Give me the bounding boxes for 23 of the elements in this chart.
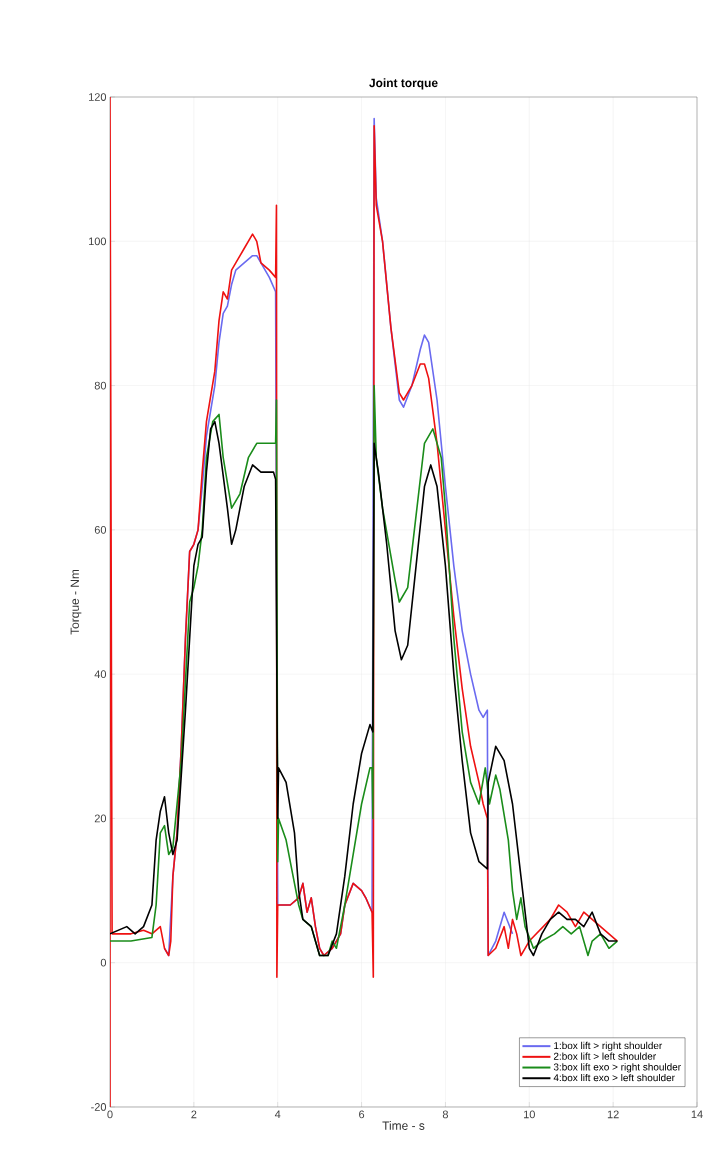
x-tick-label: 8 bbox=[442, 1110, 448, 1119]
y-axis-title: Torque - Nm bbox=[70, 569, 82, 635]
y-tick-label: -20 bbox=[91, 1103, 107, 1111]
y-tick-label: 80 bbox=[94, 381, 107, 390]
x-tick-label: 4 bbox=[274, 1110, 281, 1119]
y-tick-label: 20 bbox=[94, 814, 107, 823]
y-tick-label: 120 bbox=[89, 93, 107, 101]
y-tick-label: 60 bbox=[94, 525, 107, 534]
chart-title: Joint torque bbox=[369, 78, 438, 90]
x-tick-label: 0 bbox=[107, 1110, 113, 1119]
x-tick-label: 12 bbox=[607, 1110, 619, 1119]
legend-label: 3:box lift exo > right shoulder bbox=[553, 1063, 681, 1073]
x-axis-title: Time - s bbox=[382, 1121, 425, 1130]
x-tick-label: 6 bbox=[359, 1110, 365, 1119]
legend-label: 4:box lift exo > left shoulder bbox=[553, 1073, 675, 1082]
x-tick-label: 2 bbox=[191, 1110, 197, 1119]
x-tick-label: 14 bbox=[691, 1110, 703, 1119]
y-tick-label: 100 bbox=[89, 237, 107, 246]
y-tick-label: 40 bbox=[94, 670, 107, 679]
legend-label: 2:box lift > left shoulder bbox=[553, 1052, 656, 1060]
y-tick-label: 0 bbox=[100, 958, 107, 967]
legend-label: 1:box lift > right shoulder bbox=[554, 1041, 663, 1052]
x-tick-label: 10 bbox=[524, 1110, 535, 1119]
